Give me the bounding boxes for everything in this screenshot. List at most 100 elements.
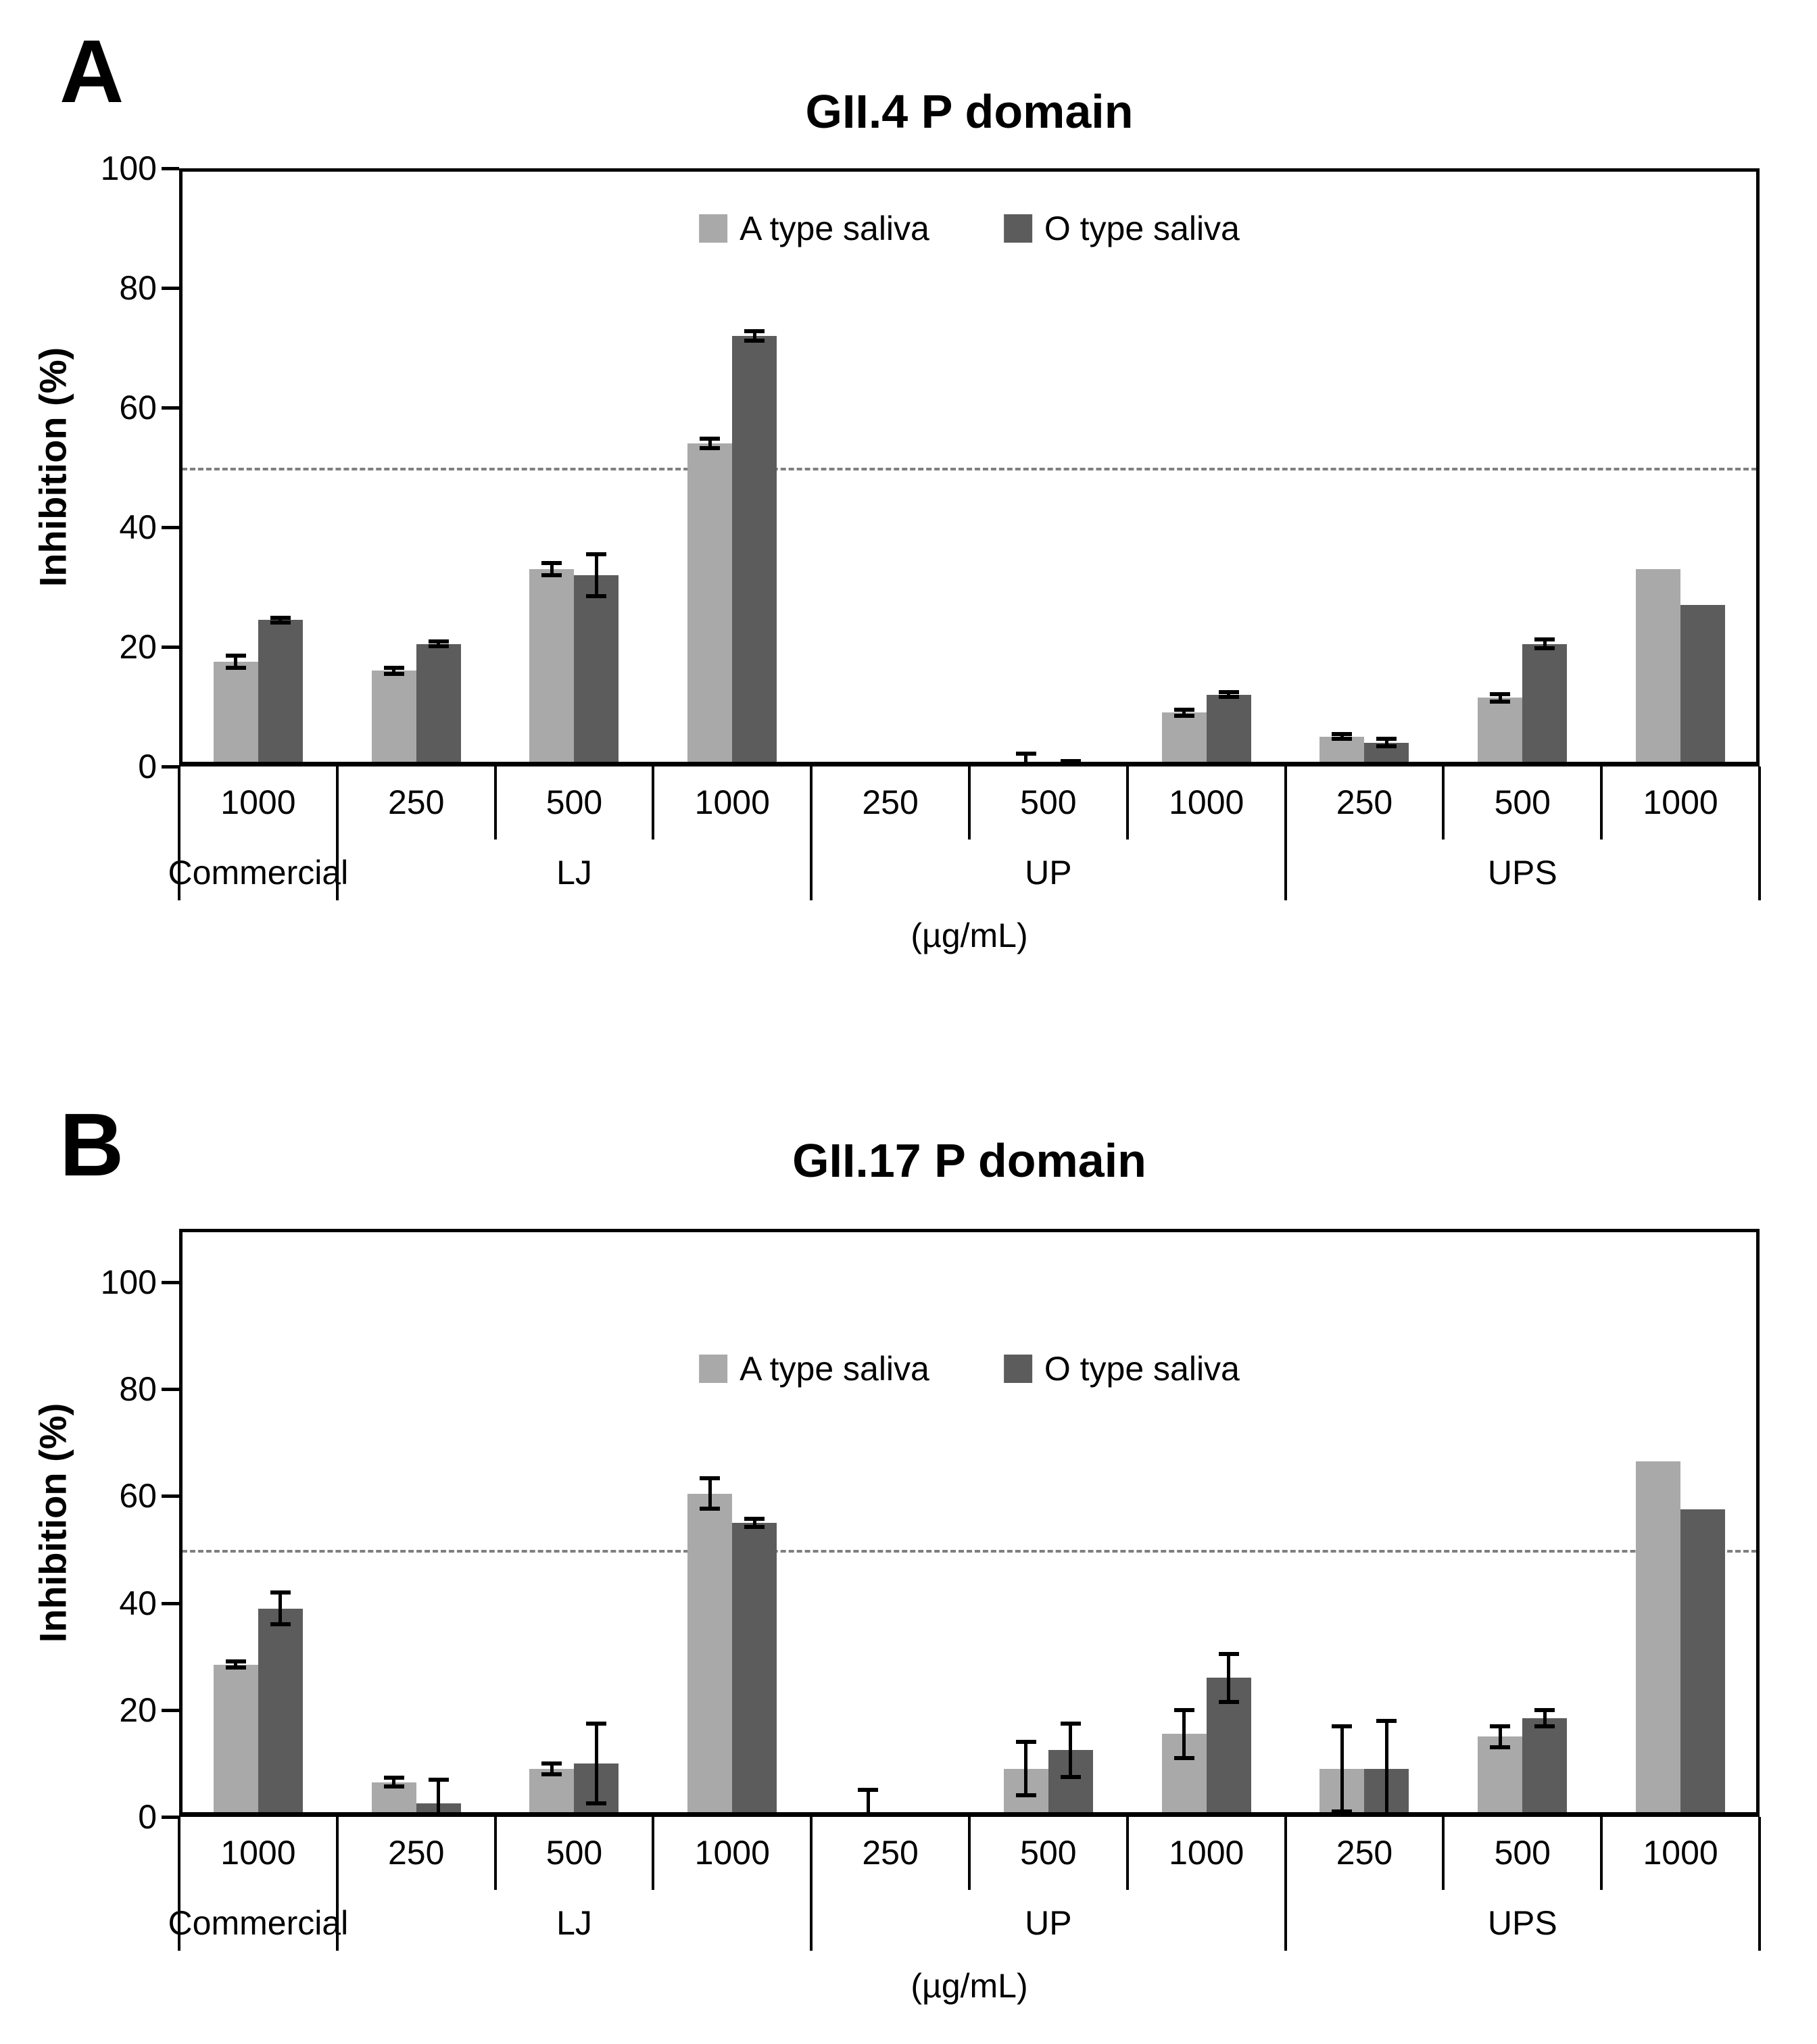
error-bar-cap-top bbox=[1060, 1721, 1081, 1726]
error-bar-cap-top bbox=[383, 665, 404, 670]
error-bar-cap-top bbox=[858, 1788, 879, 1793]
legend-label: A type saliva bbox=[740, 210, 929, 247]
slot-divider bbox=[1600, 1817, 1603, 1890]
legend-item-a-type: A type saliva bbox=[699, 209, 929, 248]
bar-column bbox=[1161, 168, 1207, 766]
y-tick-mark bbox=[162, 406, 179, 410]
bar-a-type bbox=[1478, 698, 1523, 766]
bar-o-type bbox=[574, 575, 619, 766]
error-bar bbox=[708, 439, 712, 449]
y-tick-mark bbox=[162, 765, 179, 769]
slot-divider bbox=[493, 766, 497, 840]
error-bar-cap-bottom bbox=[1490, 699, 1511, 704]
error-bar-cap-bottom bbox=[1332, 737, 1353, 741]
x-tick-label-concentration: 500 bbox=[1494, 1834, 1551, 1872]
slot-lj-250 bbox=[337, 168, 495, 766]
y-tick-mark bbox=[162, 1601, 179, 1605]
error-bar bbox=[1340, 734, 1344, 739]
error-bar-cap-bottom bbox=[744, 338, 765, 343]
bar-column bbox=[1364, 168, 1409, 766]
y-tick-label-20: 20 bbox=[119, 628, 157, 666]
slot-commercial-1000 bbox=[179, 168, 337, 766]
bar-column bbox=[732, 168, 777, 766]
bar-a-type bbox=[1161, 1734, 1207, 1817]
bar-column bbox=[1680, 1229, 1726, 1817]
legend-item-a-type: A type saliva bbox=[699, 1349, 929, 1388]
y-tick-mark bbox=[162, 526, 179, 529]
legend-label: O type saliva bbox=[1044, 210, 1240, 247]
error-bar bbox=[1227, 692, 1231, 698]
error-bar bbox=[1227, 1653, 1231, 1702]
y-axis-title-a: Inhibition (%) bbox=[31, 347, 74, 587]
group-divider bbox=[1758, 1817, 1761, 1951]
x-group-label-up: UP bbox=[1025, 1904, 1072, 1942]
bar-column bbox=[1003, 1229, 1048, 1817]
error-bar-cap-top bbox=[225, 654, 246, 658]
x-group-label-commercial: Commercial bbox=[168, 854, 349, 892]
group-divider bbox=[335, 1817, 339, 1951]
group-divider bbox=[1284, 1817, 1287, 1951]
bar-column bbox=[1004, 168, 1048, 766]
error-bar bbox=[1384, 739, 1388, 746]
legend-item-o-type: O type saliva bbox=[1003, 1349, 1240, 1388]
bar-column bbox=[1319, 1229, 1365, 1817]
slot-divider bbox=[1125, 1817, 1129, 1890]
bar-a-type bbox=[1478, 1736, 1523, 1817]
error-bar-cap-top bbox=[700, 1476, 721, 1481]
slot-up-250 bbox=[811, 1229, 969, 1817]
bar-column bbox=[1522, 168, 1568, 766]
y-tick-mark bbox=[162, 167, 179, 170]
x-tick-label-concentration: 1000 bbox=[1643, 1834, 1718, 1872]
error-bar bbox=[594, 554, 598, 596]
error-bar-cap-top bbox=[541, 1761, 562, 1766]
bar-a-type bbox=[687, 1493, 733, 1817]
error-bar bbox=[708, 1478, 712, 1509]
group-divider bbox=[178, 1817, 180, 1951]
group-divider bbox=[335, 766, 339, 900]
x-tick-label-concentration: 1000 bbox=[694, 783, 770, 821]
legend-swatch-o-type bbox=[1003, 1355, 1032, 1383]
group-divider bbox=[1758, 766, 1761, 900]
error-bar-cap-bottom bbox=[225, 1665, 246, 1670]
bar-o-type bbox=[1206, 694, 1251, 766]
error-bar-cap-top bbox=[1332, 732, 1353, 737]
error-bar-cap-bottom bbox=[541, 1772, 562, 1776]
error-bar-cap-bottom bbox=[1490, 1745, 1511, 1750]
bar-column bbox=[529, 168, 575, 766]
bar-column bbox=[1048, 168, 1093, 766]
bar-a-type bbox=[1319, 1768, 1365, 1817]
bar-column bbox=[890, 1229, 935, 1817]
bar-a-type bbox=[1636, 1461, 1681, 1817]
error-bar-cap-bottom bbox=[383, 671, 404, 676]
error-bar-cap-bottom bbox=[1173, 713, 1194, 718]
slot-divider bbox=[968, 1817, 971, 1890]
error-bar bbox=[752, 1518, 756, 1528]
bar-column bbox=[1206, 168, 1251, 766]
error-bar bbox=[392, 667, 396, 674]
chart-title-b: GII.17 P domain bbox=[792, 1134, 1146, 1187]
bar-column bbox=[371, 168, 416, 766]
bar-column bbox=[213, 1229, 258, 1817]
slot-ups-1000 bbox=[1601, 168, 1760, 766]
slot-divider bbox=[652, 766, 655, 840]
slot-lj-500 bbox=[495, 1229, 654, 1817]
error-bar-cap-top bbox=[586, 552, 607, 556]
y-tick-label-20: 20 bbox=[119, 1690, 157, 1729]
bar-a-type bbox=[371, 671, 416, 766]
bar-o-type bbox=[1206, 1678, 1251, 1817]
x-tick-label-concentration: 250 bbox=[862, 783, 919, 821]
error-bar bbox=[392, 1778, 396, 1786]
error-bar-cap-top bbox=[744, 1516, 765, 1521]
error-bar-cap-top bbox=[1490, 1724, 1511, 1728]
group-divider bbox=[810, 766, 813, 900]
bar-o-type bbox=[416, 1803, 461, 1817]
bar-a-type bbox=[1161, 712, 1207, 766]
legend: A type saliva O type saliva bbox=[699, 209, 1240, 248]
error-bar bbox=[278, 1592, 283, 1625]
y-tick-label-40: 40 bbox=[119, 508, 157, 546]
error-bar-cap-bottom bbox=[1332, 1809, 1353, 1814]
x-group-label-ups: UPS bbox=[1487, 854, 1557, 892]
bar-column bbox=[732, 1229, 777, 1817]
y-tick-label-80: 80 bbox=[119, 269, 157, 307]
